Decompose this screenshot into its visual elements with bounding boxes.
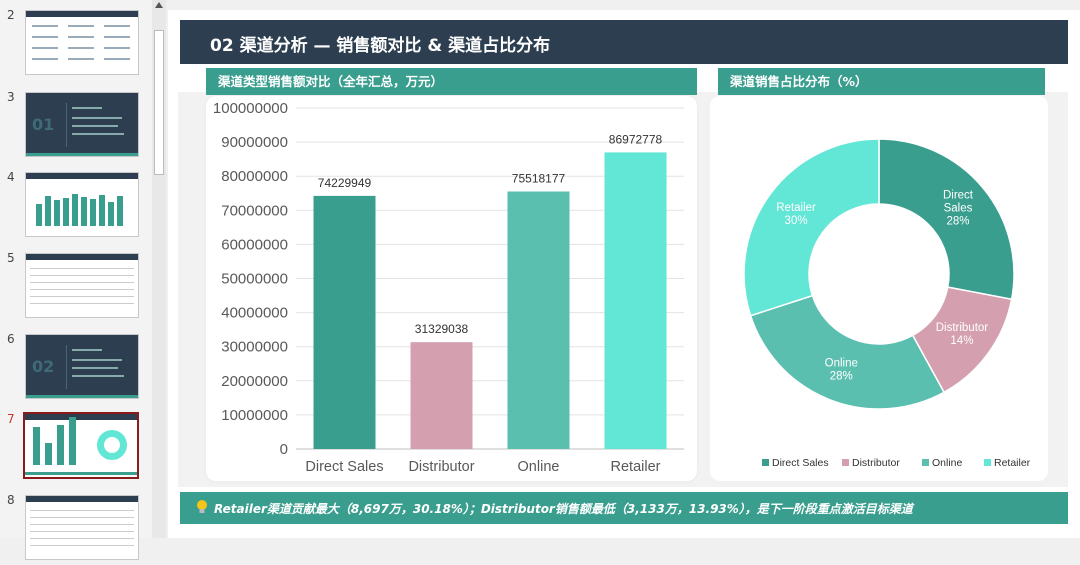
y-tick-label: 20000000 [221, 373, 288, 390]
bar-distributor [410, 342, 473, 449]
slide-number: 8 [7, 493, 15, 507]
y-tick-label: 40000000 [221, 305, 288, 322]
y-tick-label: 80000000 [221, 168, 288, 185]
slide-number: 2 [7, 8, 15, 22]
slide-thumbnail[interactable]: 4 [0, 170, 152, 242]
x-category-label: Distributor [408, 459, 474, 475]
y-tick-label: 0 [280, 441, 288, 458]
legend-swatch [842, 459, 849, 466]
slide-thumbnail[interactable]: 8 [0, 493, 152, 565]
bar-chart: 0 10000000 20000000 30000000 40000000 5000000… [213, 100, 684, 475]
slide-title-bar: 02 渠道分析 — 销售额对比 & 渠道占比分布 [180, 20, 1068, 64]
donut-slice-label: Retailer 30% [776, 202, 816, 227]
x-category-label: Direct Sales [305, 459, 383, 475]
slide-thumbnail[interactable]: 6 02 [0, 332, 152, 404]
slide-title: 02 渠道分析 — 销售额对比 & 渠道占比分布 [210, 36, 551, 56]
slide-number: 6 [7, 332, 15, 346]
lightbulb-icon [197, 500, 207, 513]
bar-value-label: 75518177 [512, 171, 566, 185]
slide-number: 3 [7, 90, 15, 104]
slide-number: 4 [7, 170, 15, 184]
slide-thumbnail[interactable]: 3 01 [0, 90, 152, 162]
y-tick-label: 30000000 [221, 339, 288, 356]
slide-thumbnail-image[interactable] [25, 10, 139, 75]
legend-swatch [762, 459, 769, 466]
slide-thumbnail-pane: 2 3 01 4 5 6 02 7 8 [0, 0, 153, 560]
bar-online [507, 191, 570, 449]
bar-value-label: 74229949 [318, 176, 372, 190]
donut-chart: Direct Sales 28% Distributor 14% Online 28% Ret… [743, 138, 1031, 469]
y-tick-label: 70000000 [221, 202, 288, 219]
section-number: 01 [32, 115, 55, 134]
slide-number: 5 [7, 251, 15, 265]
legend-label: Distributor [852, 457, 900, 469]
legend-swatch [984, 459, 991, 466]
thumbnail-scrollbar[interactable] [152, 0, 166, 538]
donut-slice-direct-sales [878, 138, 1015, 301]
legend-swatch [922, 459, 929, 466]
scroll-thumb[interactable] [154, 30, 164, 175]
y-tick-label: 60000000 [221, 236, 288, 253]
slide-thumbnail[interactable]: 5 [0, 251, 152, 323]
donut-slice-label: Direct Sales 28% [943, 190, 974, 228]
slide-thumbnail-image[interactable] [25, 253, 139, 318]
y-tick-label: 50000000 [221, 271, 288, 288]
bar-retailer [604, 152, 667, 449]
donut-slice-retailer [743, 138, 880, 317]
slide-thumbnail-image[interactable] [25, 495, 139, 560]
bar-value-label: 86972778 [609, 132, 663, 146]
slide-canvas: 02 渠道分析 — 销售额对比 & 渠道占比分布 渠道类型销售额对比（全年汇总，… [168, 10, 1080, 538]
legend-label: Retailer [994, 457, 1031, 469]
donut-slice-label: Distributor 14% [936, 322, 989, 347]
bar-direct-sales [313, 195, 376, 449]
slide-thumbnail-image[interactable] [23, 412, 139, 479]
section-number: 02 [32, 357, 55, 376]
slide-thumbnail-image[interactable] [25, 172, 139, 237]
y-tick-label: 10000000 [221, 407, 288, 424]
slide-thumbnail-image[interactable]: 01 [25, 92, 139, 157]
legend-label: Direct Sales [772, 457, 829, 469]
legend-label: Online [932, 457, 963, 469]
bar-value-label: 31329038 [415, 322, 469, 336]
slide-number: 7 [7, 412, 15, 426]
donut-slice-online [749, 294, 946, 410]
slide-thumbnail[interactable]: 7 [0, 412, 152, 484]
y-tick-label: 100000000 [213, 100, 288, 117]
bar-chart-header: 渠道类型销售额对比（全年汇总，万元） [206, 68, 697, 95]
summary-text: Retailer渠道贡献最大（8,697万，30.18%）；Distributo… [214, 502, 913, 516]
donut-slice-label: Online 28% [825, 357, 858, 382]
x-category-label: Retailer [611, 459, 661, 475]
slide-thumbnail[interactable]: 2 [0, 8, 152, 80]
summary-footer: Retailer渠道贡献最大（8,697万，30.18%）；Distributo… [180, 492, 1068, 524]
x-category-label: Online [518, 459, 560, 475]
y-tick-label: 90000000 [221, 134, 288, 151]
slide-thumbnail-image[interactable]: 02 [25, 334, 139, 399]
scroll-up-arrow-icon[interactable] [155, 2, 163, 8]
donut-chart-header: 渠道销售占比分布（%） [718, 68, 1045, 95]
